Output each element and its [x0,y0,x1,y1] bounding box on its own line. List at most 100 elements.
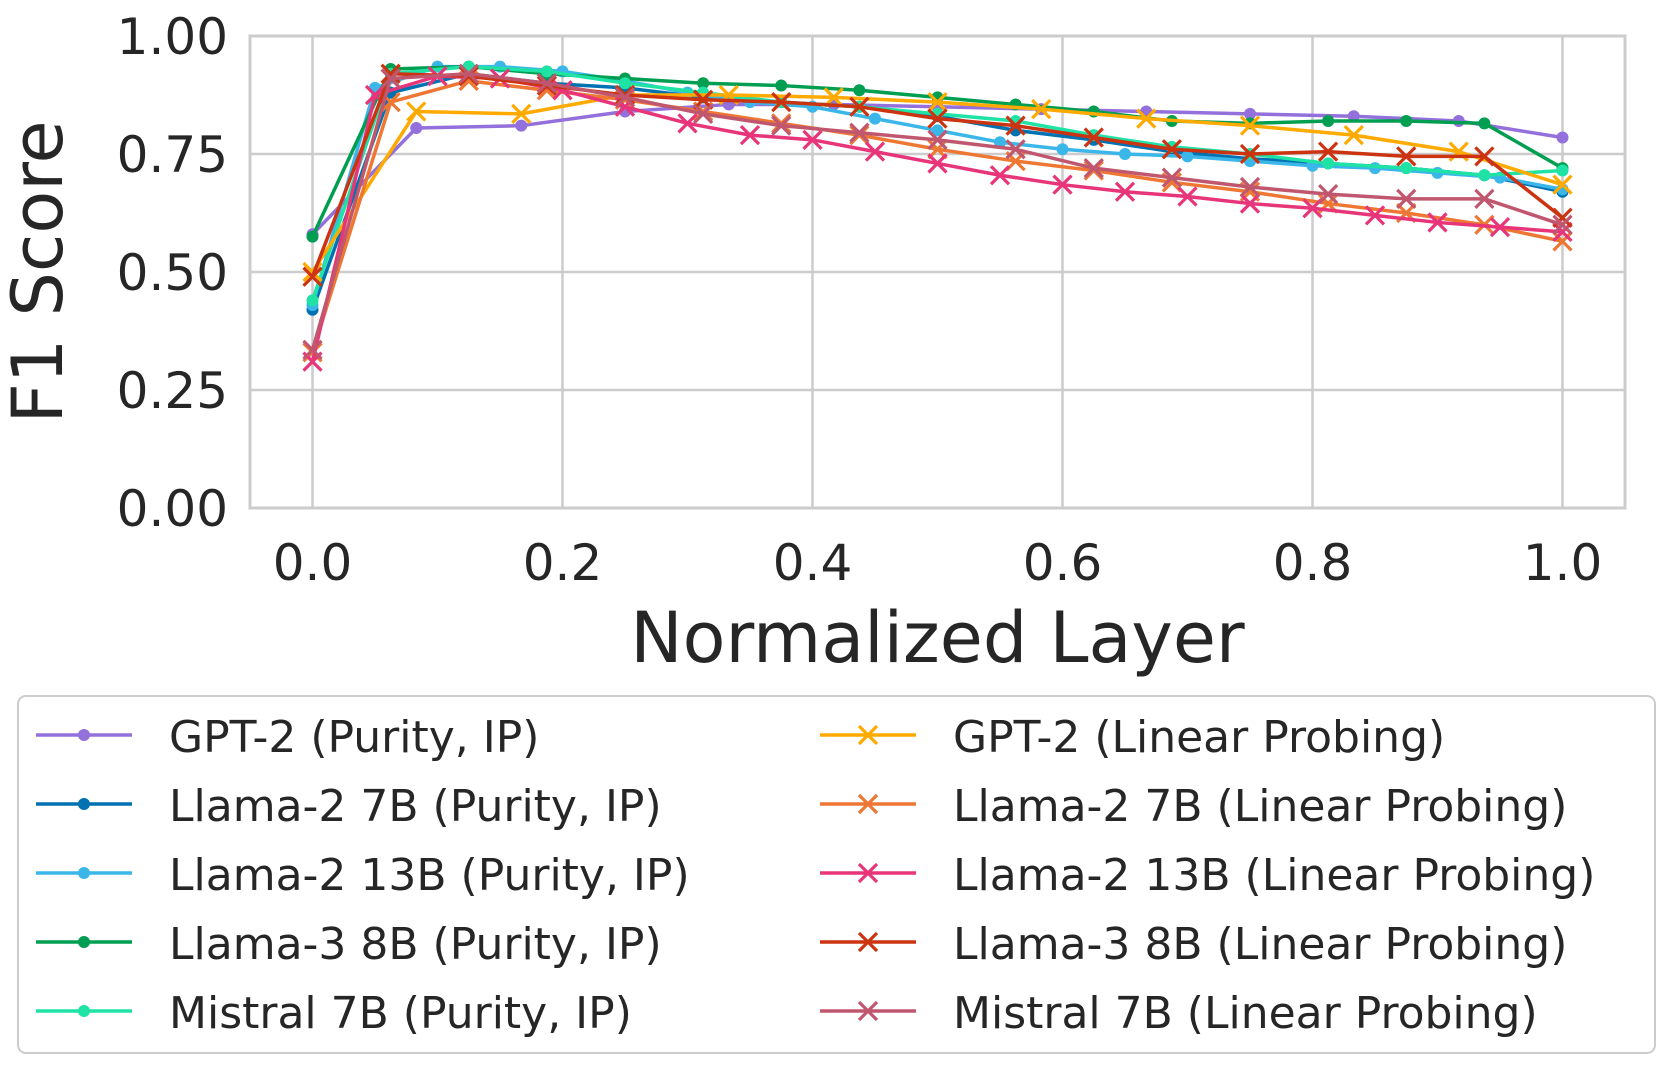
data-point [697,77,710,90]
legend-marker [857,724,879,746]
data-point [1161,167,1183,188]
legend-entry: GPT-2 (Linear Probing) [820,712,1445,763]
x-tick-label: 0.0 [273,534,353,592]
data-point [1478,117,1491,130]
legend-entry: Llama-2 7B (Purity, IP) [36,781,662,832]
legend-entry: Mistral 7B (Linear Probing) [820,988,1538,1039]
data-point [306,230,319,243]
data-point [410,122,423,135]
x-tick-label: 0.2 [523,534,603,592]
data-point [511,103,532,125]
legend-entry: Llama-3 8B (Purity, IP) [36,919,662,970]
data-point [989,165,1011,186]
data-point [1478,169,1491,182]
data-point [1317,141,1339,162]
data-point [1031,99,1052,120]
data-point [1322,114,1335,127]
data-point [1052,174,1073,195]
y-axis-label: F1 Score [0,120,79,423]
data-point [1181,150,1194,163]
data-point [1317,183,1339,205]
data-point [1396,146,1417,167]
data-point [1474,146,1495,167]
data-point [1136,108,1157,129]
legend-label: Mistral 7B (Purity, IP) [169,988,632,1039]
data-point [1396,188,1417,209]
data-point [927,108,948,129]
x-tick-label: 1.0 [1523,534,1603,592]
legend-entry: Llama-2 7B (Linear Probing) [820,781,1567,832]
data-point [1161,139,1183,160]
data-point [536,75,558,96]
y-tick-label: 0.50 [117,244,228,302]
data-point [536,73,558,94]
tick-labels: 0.0 0.2 0.4 0.6 0.8 1.0 0.00 0.25 0.50 0.75 1.00 [117,8,1603,592]
data-point [540,65,553,78]
legend-label: Llama-2 7B (Purity, IP) [169,781,662,832]
legend-entry: Llama-2 13B (Linear Probing) [820,850,1595,901]
legend: GPT-2 (Purity, IP) Llama-2 7B (Purity, IP… [17,695,1656,1054]
data-point [1556,164,1569,177]
data-point [927,129,948,150]
legend-marker [857,931,879,953]
y-tick-label: 1.00 [117,8,228,66]
x-tick-label: 0.4 [773,534,853,592]
legend-marker [857,793,879,815]
x-tick-label: 0.6 [1023,534,1103,592]
legend-marker [78,729,90,741]
legend-label: GPT-2 (Linear Probing) [953,712,1445,763]
data-point [1239,193,1261,214]
data-point [1556,131,1569,144]
data-point [1239,115,1261,136]
data-point [771,113,792,134]
data-point [1119,148,1131,160]
data-point [1400,114,1413,127]
data-point [1489,217,1511,238]
data-point [1005,115,1026,136]
legend-marker [78,936,90,948]
series-8 [302,63,1573,287]
data-point [1239,176,1261,198]
data-point [306,294,319,307]
x-tick-label: 0.8 [1273,534,1353,592]
data-point [849,124,870,146]
data-point [1343,124,1364,146]
legend-label: Mistral 7B (Linear Probing) [953,988,1538,1039]
data-point [1083,127,1104,148]
data-point [1239,143,1261,165]
data-point [677,113,698,134]
data-point [1364,205,1386,226]
legend-label: Llama-3 8B (Linear Probing) [953,919,1567,970]
legend-label: Llama-2 7B (Linear Probing) [953,781,1567,832]
data-point [994,136,1006,149]
data-point [1474,188,1495,209]
data-point [849,96,870,117]
data-point [1427,212,1448,233]
data-point [931,124,944,137]
legend-entry: Llama-2 13B (Purity, IP) [36,850,690,901]
data-point [458,65,479,87]
data-point [1177,186,1198,207]
data-point [771,91,792,113]
legend-entry: Llama-3 8B (Linear Probing) [820,919,1567,970]
data-point [1552,174,1573,195]
legend-label: GPT-2 (Purity, IP) [169,712,539,763]
data-point [869,112,881,125]
legend-marker [857,1000,879,1022]
data-point [1244,107,1256,120]
data-point [927,153,948,174]
legend-marker [857,862,879,884]
data-point [614,87,636,108]
series-layer [302,60,1573,372]
series-9 [302,63,1573,361]
data-point [1056,143,1069,156]
data-point [692,103,714,125]
data-point [849,122,870,143]
data-point [302,266,323,287]
data-point [1083,158,1104,179]
data-point [380,68,401,89]
data-point [614,84,636,106]
legend-label: Llama-3 8B (Purity, IP) [169,919,662,970]
data-point [302,339,323,361]
legend-entry: Mistral 7B (Purity, IP) [36,988,632,1039]
